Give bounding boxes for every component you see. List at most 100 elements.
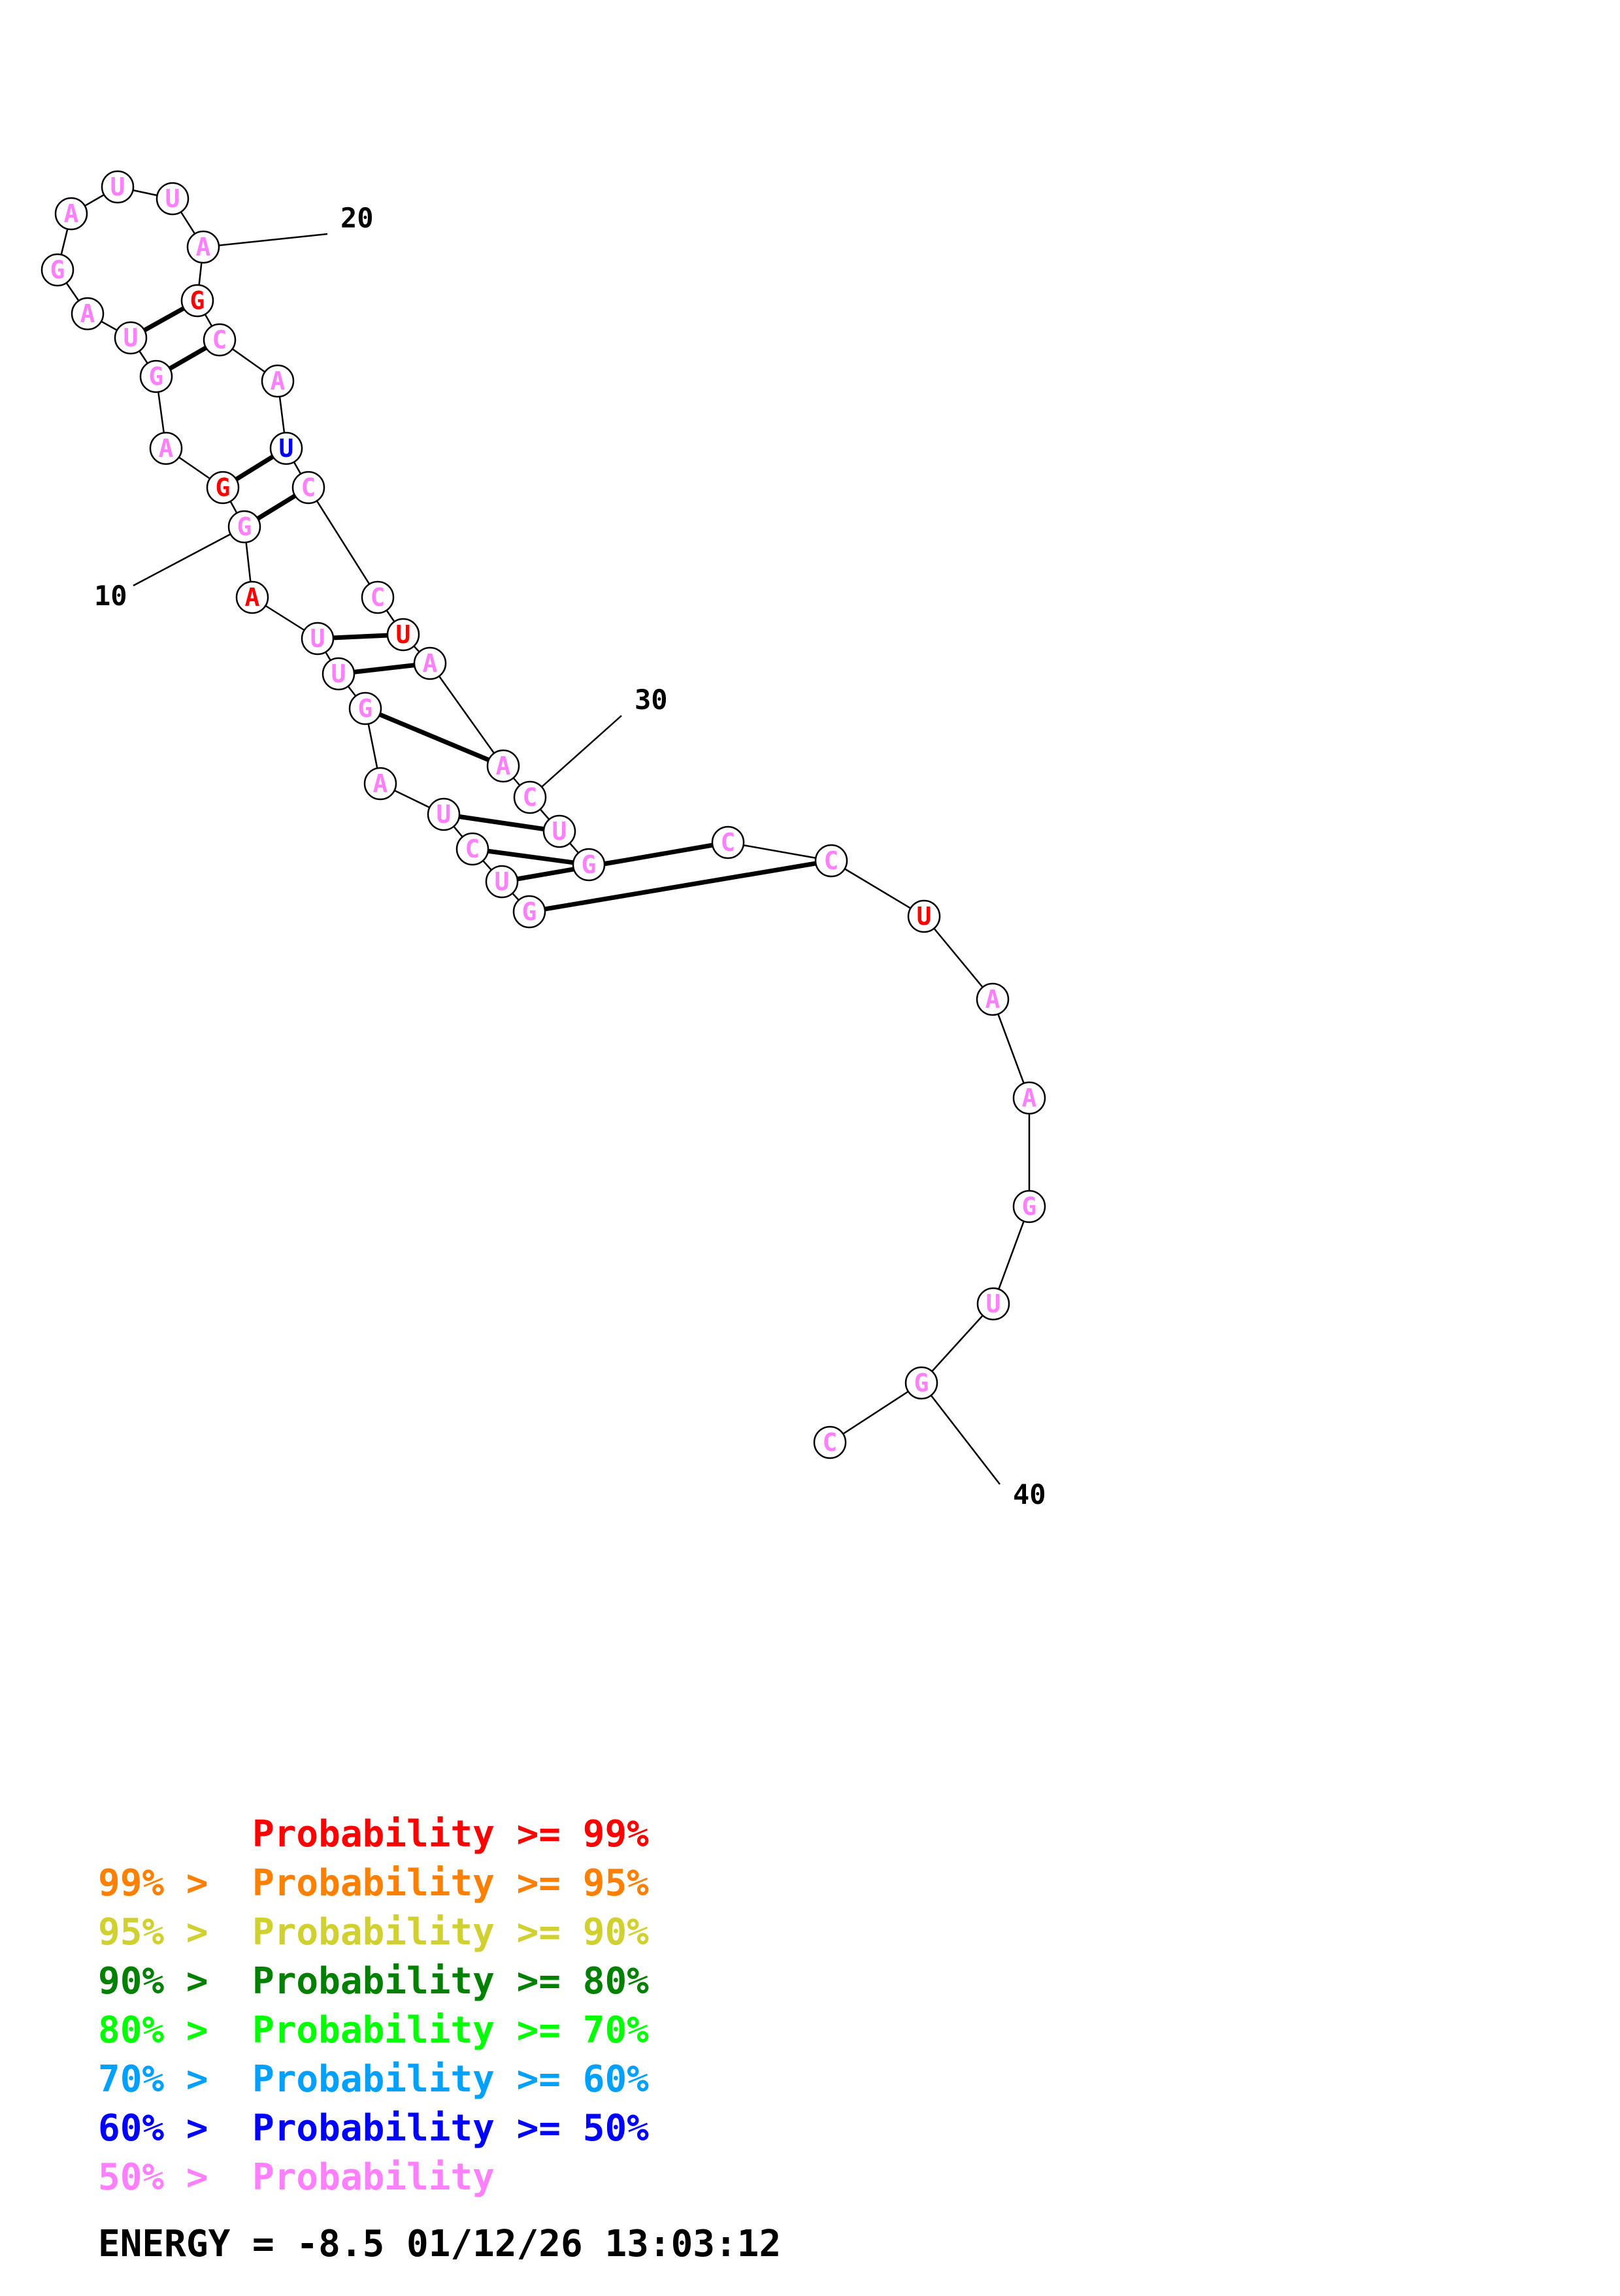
nucleotide-circle: [413, 646, 447, 680]
nucleotide: U: [322, 657, 355, 691]
position-label: 30: [635, 684, 668, 716]
backbone-segment: [992, 1206, 1031, 1305]
nucleotide-letter: G: [190, 286, 205, 315]
nucleotide-circle: [572, 848, 606, 882]
nucleotide-circle: [71, 297, 105, 331]
nucleotide-circle: [711, 825, 745, 859]
nucleotide-circle: [206, 471, 240, 505]
nucleotide-circle: [907, 899, 941, 933]
nucleotide: U: [386, 618, 420, 652]
nucleotide-letter: A: [196, 233, 211, 261]
nucleotide-letter: A: [1022, 1084, 1037, 1112]
nucleotide-letter: C: [823, 1428, 838, 1457]
nucleotide-letter: U: [331, 659, 346, 688]
nucleotide-letter: U: [396, 620, 411, 649]
base-pair-layer: [129, 298, 832, 914]
nucleotide: U: [427, 797, 461, 831]
nucleotide-circle: [1012, 1081, 1046, 1115]
nucleotide: G: [227, 510, 261, 544]
nucleotide: U: [542, 814, 576, 848]
nucleotide-letter: G: [1022, 1192, 1037, 1221]
position-label-tick: [529, 715, 622, 798]
position-label-tick: [203, 233, 328, 248]
base-pair-bond: [364, 706, 504, 769]
nucleotide-circle: [976, 1287, 1010, 1321]
nucleotide-letter: A: [64, 199, 79, 228]
nucleotide-circle: [156, 182, 190, 216]
nucleotide: G: [904, 1366, 938, 1400]
nucleotide-circle: [814, 844, 848, 878]
legend-label: Probability >= 60%: [252, 2058, 649, 2101]
position-label: 20: [340, 202, 374, 234]
nucleotide-letter: C: [721, 828, 736, 857]
legend-label: Probability >= 70%: [252, 2009, 649, 2052]
nucleotide-circle: [180, 284, 214, 318]
nucleotide-letter: G: [149, 362, 164, 391]
nucleotide-circle: [139, 359, 173, 393]
base-pair-bond: [501, 840, 729, 884]
nucleotide-letter: A: [423, 649, 438, 678]
nucleotide-letter: A: [159, 434, 174, 463]
legend-prefix: 80% >: [98, 2009, 208, 2052]
nucleotide-letter: C: [523, 783, 538, 812]
nucleotide-letter: U: [279, 434, 294, 463]
nucleotide: G: [572, 848, 606, 882]
nucleotide-letter: U: [124, 324, 139, 352]
nucleotide-letter: U: [917, 902, 932, 931]
nucleotide: G: [348, 691, 382, 725]
legend-label: Probability >= 95%: [252, 1862, 649, 1905]
nucleotide-circle: [186, 230, 220, 264]
nucleotide-circle: [348, 691, 382, 725]
base-pair-bond: [472, 846, 589, 867]
position-label: 10: [94, 580, 127, 612]
nucleotide: C: [513, 780, 547, 814]
nucleotide-letter: G: [914, 1369, 929, 1397]
nucleotide-circle: [114, 321, 148, 355]
nucleotide-circle: [976, 982, 1010, 1016]
nucleotide: A: [149, 431, 183, 465]
nucleotide-circle: [455, 832, 489, 866]
nucleotide-circle: [813, 1425, 847, 1459]
nucleotide: U: [114, 321, 148, 355]
legend-prefix: 95% >: [98, 1911, 208, 1954]
nucleotide-letter: C: [212, 325, 227, 354]
nucleotide: G: [180, 284, 214, 318]
nucleotide: G: [139, 359, 173, 393]
nucleotide-letter: A: [985, 985, 1000, 1014]
nucleotide-letter: G: [216, 473, 231, 502]
backbone-layer: [56, 186, 1031, 1444]
legend-prefix: 70% >: [98, 2058, 208, 2101]
nucleotide-letter: A: [271, 367, 286, 395]
nucleotide-circle: [301, 622, 335, 656]
nucleotide: A: [54, 197, 88, 231]
nucleotide-circle: [427, 797, 461, 831]
nucleotide-circle: [512, 895, 546, 929]
nucleotide: C: [361, 580, 395, 614]
nucleotide: A: [71, 297, 105, 331]
nucleotide: U: [907, 899, 941, 933]
position-label-tick: [133, 525, 245, 587]
backbone-segment: [991, 999, 1031, 1099]
nucleotide: G: [512, 895, 546, 929]
legend-label: Probability >= 99%: [252, 1813, 649, 1855]
position-label-tick: [921, 1382, 1000, 1485]
nucleotide-circle: [386, 618, 420, 652]
nucleotide: U: [269, 431, 303, 465]
nucleotide-circle: [101, 170, 135, 204]
nucleotide-circle: [227, 510, 261, 544]
backbone-segment: [727, 841, 832, 862]
nucleotide: U: [301, 622, 335, 656]
nucleotide-letter: C: [465, 835, 480, 863]
legend-label: Probability >= 90%: [252, 1911, 649, 1954]
backbone-segment: [829, 1382, 922, 1444]
nucleotide-letter: U: [310, 624, 325, 653]
nucleotide-circle: [149, 431, 183, 465]
nucleotide-letter: U: [495, 867, 510, 896]
base-pair-bond: [443, 812, 560, 834]
nucleotide-letter: A: [373, 769, 388, 798]
position-label: 40: [1013, 1478, 1046, 1510]
position-label-layer: 10 20 30 40: [94, 202, 1046, 1510]
nucleotide: U: [485, 865, 519, 899]
